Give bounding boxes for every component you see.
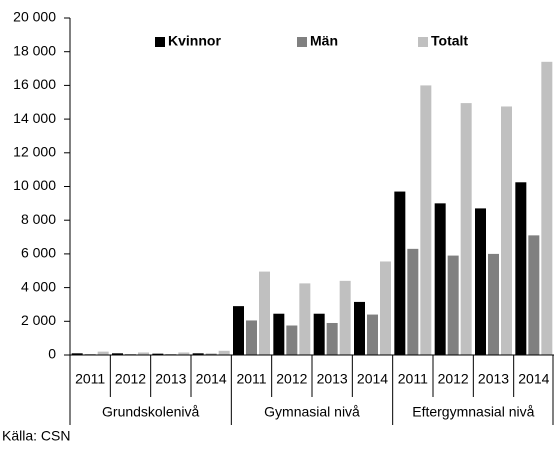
y-tick-label: 8 000: [21, 211, 56, 227]
bar: [541, 61, 553, 356]
bar: [97, 351, 109, 355]
x-tick-label: 2011: [236, 371, 266, 387]
bar: [112, 353, 123, 355]
legend-label: Kvinnor: [168, 33, 221, 49]
bar: [434, 203, 446, 355]
bar: [515, 182, 527, 355]
x-tick-label: 2013: [478, 371, 509, 387]
bar: [205, 353, 217, 355]
bar: [246, 320, 257, 355]
bar: [380, 261, 391, 355]
bar: [178, 352, 190, 355]
y-tick-label: 4 000: [21, 278, 56, 294]
bar: [354, 301, 365, 355]
y-tick-label: 20 000: [13, 9, 56, 25]
legend-label: Män: [310, 33, 338, 49]
x-tick-label: 2014: [518, 371, 549, 387]
y-tick-label: 12 000: [13, 144, 56, 160]
bar: [394, 191, 406, 355]
x-tick-label: 2011: [75, 371, 105, 387]
x-tick-label: 2012: [276, 371, 307, 387]
bar: [313, 313, 325, 355]
bar: [501, 106, 512, 356]
bar: [273, 313, 285, 355]
group-label: Gymnasial nivå: [264, 404, 360, 420]
bar: [528, 235, 540, 355]
bar: [447, 255, 459, 355]
bar: [192, 353, 204, 355]
legend-swatch: [155, 37, 165, 47]
y-tick-label: 10 000: [13, 177, 56, 193]
bar: [488, 253, 499, 355]
bar: [218, 350, 230, 355]
bar: [460, 103, 472, 355]
bar: [286, 325, 298, 355]
group-label: Eftergymnasial nivå: [412, 404, 534, 420]
legend-swatch: [297, 37, 307, 47]
x-tick-label: 2012: [115, 371, 146, 387]
bar: [152, 353, 164, 355]
x-tick-label: 2014: [357, 371, 388, 387]
bar: [407, 248, 419, 355]
y-tick-label: 14 000: [13, 110, 56, 126]
x-tick-label: 2013: [155, 371, 186, 387]
y-tick-label: 2 000: [21, 312, 56, 328]
bar: [475, 208, 486, 355]
bar: [138, 352, 149, 355]
bar: [71, 353, 83, 355]
bar: [367, 314, 378, 355]
y-tick-label: 6 000: [21, 245, 56, 261]
bar: [420, 85, 432, 356]
x-tick-label: 2013: [317, 371, 348, 387]
bar: [233, 306, 244, 355]
legend-swatch: [418, 37, 428, 47]
x-tick-label: 2011: [398, 371, 428, 387]
bar: [326, 322, 338, 355]
y-tick-label: 16 000: [13, 76, 56, 92]
y-tick-label: 18 000: [13, 42, 56, 58]
bar: [339, 280, 351, 355]
group-label: Grundskolenivå: [102, 404, 199, 420]
y-tick-label: 0: [48, 346, 56, 362]
bar: [299, 283, 311, 355]
x-tick-label: 2014: [196, 371, 227, 387]
legend-label: Totalt: [431, 33, 468, 49]
x-tick-label: 2012: [438, 371, 469, 387]
bar: [259, 271, 270, 355]
source: Källa: CSN: [2, 428, 70, 444]
